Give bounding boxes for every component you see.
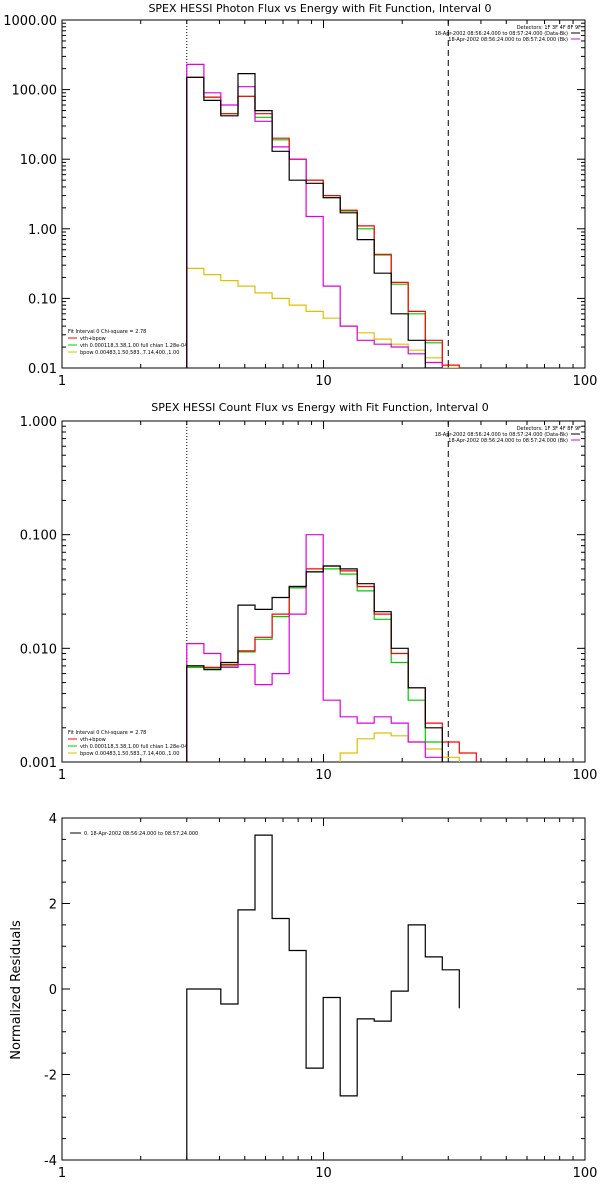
x-tick-label: 10 bbox=[315, 768, 332, 783]
residuals-legend: 0. 18-Apr-2002 08:56:24.000 to 08:57:24.… bbox=[70, 831, 198, 837]
y-tick-label: 0 bbox=[49, 983, 57, 998]
series-bpow bbox=[186, 732, 494, 762]
legend-entry: 18-Apr-2002 08:56:24.000 to 08:57:24.000… bbox=[448, 438, 568, 444]
legend-entry: 18-Apr-2002 08:56:24.000 to 08:57:24.000… bbox=[435, 432, 568, 438]
legend-entry: Fit Interval 0 Chi-square = 2.78 bbox=[68, 329, 146, 335]
x-axis: 1 10 100 bbox=[58, 421, 598, 783]
legend-entry: Fit Interval 0 Chi-square = 2.78 bbox=[68, 730, 146, 736]
legend-entry: vth+bpow bbox=[80, 336, 106, 342]
x-tick-label: 10 bbox=[315, 374, 332, 389]
y-tick-label: 1.00 bbox=[28, 223, 57, 238]
y-tick-label: 0.001 bbox=[20, 756, 57, 771]
x-tick-label: 1 bbox=[58, 374, 66, 389]
photon-flux-title: SPEX HESSI Photon Flux vs Energy with Fi… bbox=[148, 2, 491, 15]
x-tick-label: 100 bbox=[573, 768, 598, 783]
legend-entry: Detectors: 1F 3F 4F 8F 9F bbox=[517, 25, 581, 31]
legend-entry: bpow 0.00483,1.50,583.,7.14,400.,1.00 bbox=[80, 350, 179, 356]
plot-frame bbox=[61, 817, 586, 1161]
count-flux-panel: SPEX HESSI Count Flux vs Energy with Fit… bbox=[20, 401, 598, 783]
photon-flux-legend-bottom: Fit Interval 0 Chi-square = 2.78vth+bpow… bbox=[68, 329, 187, 356]
y-tick-label: 0.01 bbox=[28, 362, 57, 377]
y-tick-label: 4 bbox=[49, 812, 57, 827]
x-tick-label: 100 bbox=[573, 374, 598, 389]
y-tick-label: 10.00 bbox=[20, 153, 57, 168]
series-data-bk bbox=[186, 73, 443, 368]
photon-flux-panel: SPEX HESSI Photon Flux vs Energy with Fi… bbox=[3, 2, 597, 389]
x-tick-label: 10 bbox=[315, 1166, 332, 1181]
legend-entry: 18-Apr-2002 08:56:24.000 to 08:57:24.000… bbox=[448, 37, 568, 43]
legend-entry: vth 0.000118,3.38,1.00 full chian 1.28e-… bbox=[80, 343, 187, 349]
series-group bbox=[186, 534, 494, 762]
series-data-bk bbox=[186, 565, 443, 762]
y-tick-label: 2 bbox=[49, 898, 57, 913]
legend-entry: bpow 0.00483,1.50,583.,7.14,400.,1.00 bbox=[80, 751, 179, 757]
y-axis: 0.001 0.010 0.100 1.000 bbox=[20, 415, 585, 771]
x-axis: 1 10 100 bbox=[58, 818, 598, 1181]
series-bk bbox=[186, 534, 443, 762]
y-tick-label: 0.010 bbox=[20, 642, 57, 657]
x-tick-label: 1 bbox=[58, 1166, 66, 1181]
series-bk bbox=[186, 63, 443, 368]
series-vth bbox=[186, 76, 443, 368]
legend-entry: Detectors: 1F 3F 4F 8F 9F bbox=[517, 426, 581, 432]
series-group bbox=[186, 834, 460, 1160]
residuals-panel: Normalized Residuals 0. 18-Apr-2002 08:5… bbox=[9, 812, 597, 1181]
y-tick-label: 0.100 bbox=[20, 529, 57, 544]
legend-entry: vth 0.000118,3.38,1.00 full chian 1.28e-… bbox=[80, 744, 187, 750]
series-group bbox=[186, 63, 460, 368]
series-vth-bpow bbox=[186, 565, 477, 762]
y-tick-label: -2 bbox=[44, 1069, 57, 1084]
legend-entry: vth+bpow bbox=[80, 737, 106, 743]
y-tick-label: 1000.00 bbox=[3, 14, 57, 29]
y-tick-label: 1.000 bbox=[20, 415, 57, 430]
x-tick-label: 1 bbox=[58, 768, 66, 783]
y-axis: -4 -2 0 2 4 bbox=[44, 812, 585, 1169]
legend-entry: 18-Apr-2002 08:56:24.000 to 08:57:24.000… bbox=[435, 31, 568, 37]
count-flux-legend-bottom: Fit Interval 0 Chi-square = 2.78vth+bpow… bbox=[68, 730, 187, 757]
y-tick-label: 0.10 bbox=[28, 292, 57, 307]
x-tick-label: 100 bbox=[573, 1166, 598, 1181]
count-flux-title: SPEX HESSI Count Flux vs Energy with Fit… bbox=[151, 401, 488, 414]
series-residuals bbox=[186, 834, 460, 1160]
y-tick-label: 100.00 bbox=[12, 84, 58, 99]
y-axis: 0.01 0.10 1.00 10.00 100.00 1000.00 bbox=[3, 14, 585, 377]
legend-entry: 0. 18-Apr-2002 08:56:24.000 to 08:57:24.… bbox=[84, 831, 198, 837]
y-tick-label: -4 bbox=[44, 1154, 57, 1169]
series-vth bbox=[186, 568, 443, 762]
x-axis: 1 10 100 bbox=[58, 20, 598, 389]
residuals-y-label: Normalized Residuals bbox=[9, 920, 24, 1060]
